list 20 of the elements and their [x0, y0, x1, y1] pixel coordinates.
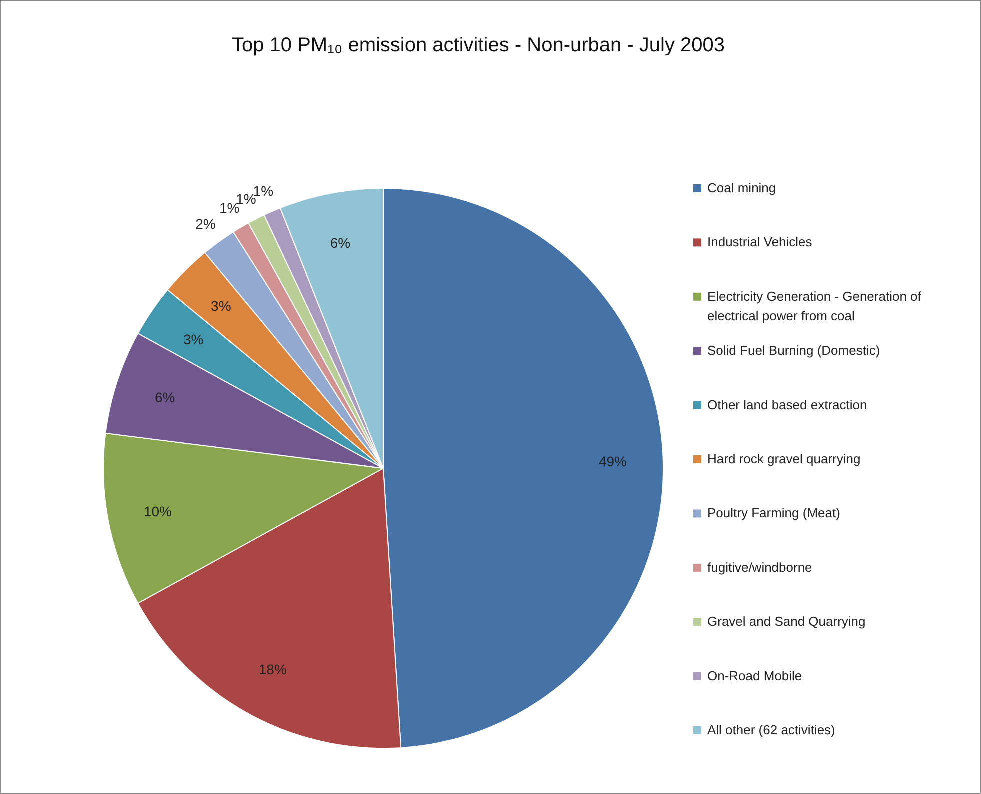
legend-label: Coal mining [708, 180, 776, 196]
legend-label: Solid Fuel Burning (Domestic) [708, 343, 880, 358]
legend-label: Industrial Vehicles [708, 234, 813, 250]
data-label: 6% [155, 390, 176, 406]
legend-label: All other (62 activities) [708, 722, 836, 738]
data-label: 2% [196, 216, 216, 232]
legend-label: fugitive/windborne [708, 560, 812, 575]
legend-label: Poultry Farming (Meat) [708, 506, 840, 521]
data-label: 10% [144, 504, 172, 520]
legend-label: Gravel and Sand Quarrying [708, 614, 866, 630]
data-label: 6% [330, 234, 351, 251]
data-label: 3% [211, 298, 232, 314]
data-label: 3% [183, 331, 204, 348]
data-label: 18% [258, 662, 287, 678]
legend-label: On-Road Mobile [708, 668, 802, 684]
legend-label: Other land based extraction [708, 397, 868, 412]
chart-title: Top 10 PM₁₀ emission activities - Non-urban - July 2003 [232, 34, 726, 56]
data-label: 49% [598, 453, 628, 470]
legend-label: Electricity Generation - Generation of electrical power from coal [708, 288, 922, 324]
legend-label: Hard rock gravel quarrying [708, 452, 861, 466]
